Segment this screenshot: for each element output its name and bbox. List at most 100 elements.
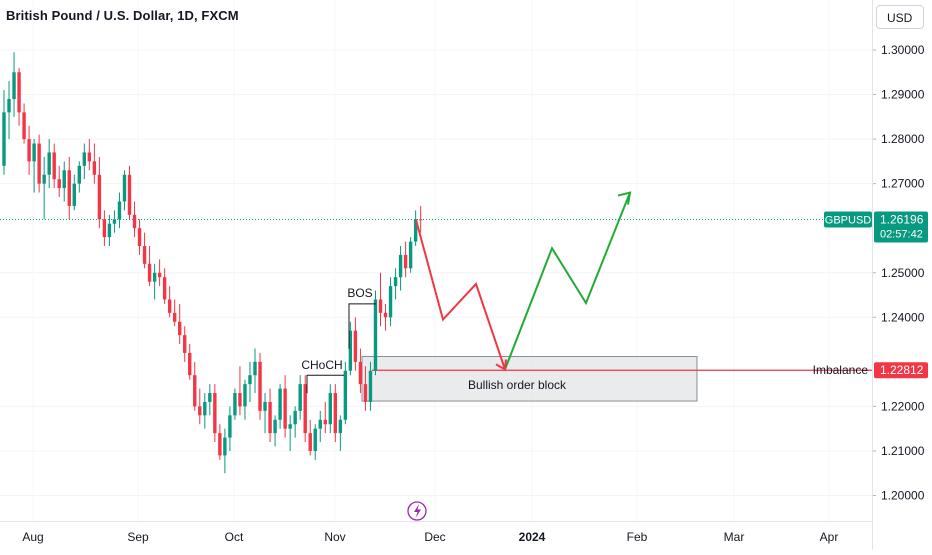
candle-body — [167, 299, 172, 313]
candle-body — [323, 419, 327, 425]
candle-body — [363, 384, 368, 402]
candle-body — [2, 112, 6, 166]
imbalance-price-badge — [874, 362, 928, 379]
candle-body — [203, 401, 207, 416]
price-tick-label: 1.29000 — [881, 88, 925, 102]
candle-body — [42, 174, 46, 184]
candle-body — [132, 214, 137, 229]
candle-body — [278, 388, 282, 420]
time-tick-label: Aug — [22, 530, 43, 544]
price-tick-label: 1.20000 — [881, 489, 925, 503]
time-tick-label: 2024 — [519, 530, 546, 544]
candle-body — [57, 179, 61, 189]
price-tick-label: 1.21000 — [881, 444, 925, 458]
price-axis-separator — [872, 0, 873, 550]
lightning-icon-glyph — [414, 504, 421, 518]
candle-body — [107, 223, 112, 238]
price-tick-label: 1.25000 — [881, 266, 925, 280]
candle-body — [403, 254, 408, 269]
candle-body — [343, 370, 348, 420]
time-tick-label: Sep — [127, 530, 149, 544]
candle-body — [378, 299, 383, 313]
candle-body — [102, 219, 107, 238]
candle-body — [418, 219, 423, 221]
candle-body — [233, 393, 237, 416]
candle-body — [37, 143, 41, 184]
candle-body — [243, 384, 247, 407]
price-badge — [874, 211, 928, 243]
candle-body — [338, 419, 343, 434]
candle-body — [97, 174, 102, 220]
candle-body — [17, 72, 21, 113]
projection-up-arrowhead — [617, 191, 632, 205]
candle-body — [162, 277, 167, 300]
chart-title: British Pound / U.S. Dollar, 1D, FXCM — [6, 8, 239, 23]
price-badges: GBPUSD 1.26196 02:57:42 Imbalance 1.22812 — [813, 211, 928, 379]
candle-body — [293, 410, 297, 425]
candle-body — [288, 424, 292, 429]
projection-path — [407, 191, 632, 521]
candle-body — [373, 299, 378, 371]
candle-body — [87, 152, 92, 162]
order-block-box — [361, 356, 698, 402]
candle-body — [32, 143, 36, 162]
structure-annotations: BOS CHoCH — [301, 286, 376, 394]
candle-body — [273, 419, 277, 434]
candle-body — [198, 406, 202, 416]
projection-down-arrowhead — [495, 359, 507, 372]
candle-body — [7, 99, 11, 113]
choch-line — [306, 374, 344, 394]
price-tick-label: 1.27000 — [881, 177, 925, 191]
imbalance-label: Imbalance — [813, 363, 869, 377]
candle-body — [223, 437, 227, 456]
candle-body — [218, 433, 222, 456]
chart-grid — [0, 49, 872, 496]
bos-label: BOS — [347, 286, 372, 300]
candle-body — [333, 393, 338, 434]
candle-body — [117, 201, 122, 220]
candle-body — [408, 241, 413, 269]
order-block-layer: Bullish order block — [361, 356, 872, 402]
candle-body — [213, 393, 217, 434]
symbol-badge — [824, 211, 872, 228]
candle-body — [112, 219, 117, 224]
time-tick-label: Oct — [225, 530, 244, 544]
candle-body — [137, 228, 142, 247]
lightning-icon[interactable] — [407, 501, 427, 521]
candle-body — [47, 152, 51, 175]
projection-down-leg — [415, 219, 506, 370]
candle-body — [348, 330, 353, 371]
projection-up-leg — [504, 192, 631, 370]
candle-body — [152, 272, 157, 282]
candle-body — [328, 393, 332, 425]
candle-body — [22, 112, 26, 140]
candle-body — [208, 393, 212, 402]
order-block-label: Bullish order block — [468, 378, 567, 392]
candle-body — [358, 361, 363, 385]
candle-body — [283, 388, 287, 429]
candle-body — [413, 219, 418, 242]
candle-body — [238, 393, 242, 407]
price-badge-countdown: 02:57:42 — [880, 228, 923, 240]
time-tick-label: Feb — [627, 530, 648, 544]
candle-body — [193, 375, 197, 407]
candle-body — [368, 370, 373, 402]
price-tick-label: 1.28000 — [881, 132, 925, 146]
time-tick-label: Mar — [724, 530, 745, 544]
candle-body — [383, 312, 388, 318]
time-tick-label: Nov — [324, 530, 345, 544]
choch-label: CHoCH — [301, 358, 342, 372]
currency-selector[interactable]: USD — [876, 5, 924, 29]
candle-body — [92, 161, 97, 175]
candle-body — [157, 272, 162, 278]
candle-body — [228, 415, 232, 438]
price-tick-label: 1.30000 — [881, 43, 925, 57]
candle-body — [183, 335, 187, 353]
candle-body — [303, 384, 307, 434]
candle-body — [248, 375, 252, 385]
candlestick-series — [2, 52, 423, 474]
bos-line — [348, 303, 376, 349]
candle-body — [67, 170, 71, 206]
